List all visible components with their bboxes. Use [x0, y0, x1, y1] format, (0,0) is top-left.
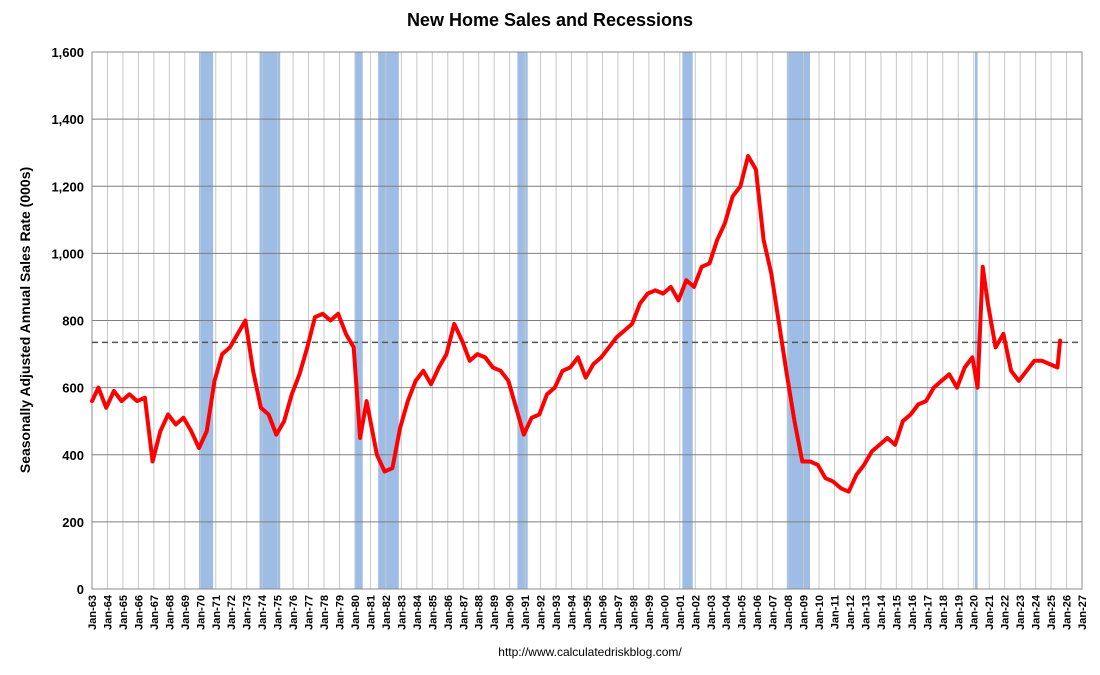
- y-tick-label: 0: [77, 582, 84, 597]
- x-tick-label: Jan-14: [876, 594, 888, 630]
- x-tick-label: Jan-23: [1015, 595, 1027, 630]
- x-tick-label: Jan-19: [953, 595, 965, 630]
- x-tick-label: Jan-21: [984, 595, 996, 630]
- x-tick-label: Jan-84: [412, 594, 424, 630]
- x-tick-label: Jan-16: [907, 595, 919, 630]
- x-tick-label: Jan-18: [938, 595, 950, 630]
- x-tick-label: Jan-85: [427, 595, 439, 630]
- x-tick-label: Jan-77: [304, 595, 316, 630]
- y-axis-ticks: 0 200 400 600 800 1,000 1,200 1,400 1,600: [51, 45, 84, 597]
- y-tick-label: 1,000: [51, 246, 84, 261]
- plot-frame: [91, 51, 1083, 590]
- x-tick-label: Jan-81: [365, 595, 377, 630]
- sales-series-line: [90, 154, 1063, 494]
- x-tick-label: Jan-01: [675, 595, 687, 630]
- x-tick-label: Jan-82: [381, 595, 393, 630]
- x-tick-label: Jan-08: [783, 595, 795, 630]
- x-tick-label: Jan-06: [752, 595, 764, 630]
- x-tick-label: Jan-97: [613, 595, 625, 630]
- x-axis-ticks: Jan-63 Jan-64 Jan-65 Jan-66 Jan-67 Jan-68 Jan-…: [87, 594, 1089, 630]
- x-tick-label: Jan-07: [768, 595, 780, 630]
- x-tick-label: Jan-63: [87, 595, 99, 630]
- grid-lines: [91, 51, 1083, 590]
- chart-title: New Home Sales and Recessions: [407, 10, 693, 30]
- x-tick-label: Jan-75: [273, 595, 285, 630]
- x-tick-label: Jan-78: [319, 595, 331, 630]
- x-tick-label: Jan-93: [551, 595, 563, 630]
- x-tick-label: Jan-99: [644, 595, 656, 630]
- x-tick-label: Jan-22: [1000, 595, 1012, 630]
- x-tick-label: Jan-83: [396, 595, 408, 630]
- x-tick-label: Jan-88: [474, 595, 486, 630]
- x-tick-label: Jan-03: [706, 595, 718, 630]
- y-axis-label: Seasonally Adjusted Annual Sales Rate (0…: [17, 167, 33, 473]
- x-tick-label: Jan-92: [536, 595, 548, 630]
- y-tick-label: 800: [62, 314, 84, 329]
- x-tick-label: Jan-90: [505, 595, 517, 630]
- x-tick-label: Jan-66: [133, 595, 145, 630]
- x-tick-label: Jan-00: [659, 595, 671, 630]
- x-tick-label: Jan-15: [891, 595, 903, 630]
- x-tick-label: Jan-27: [1077, 595, 1089, 630]
- x-tick-label: Jan-91: [520, 595, 532, 630]
- x-tick-label: Jan-76: [288, 595, 300, 630]
- x-tick-label: Jan-95: [582, 595, 594, 630]
- x-tick-label: Jan-11: [830, 595, 842, 629]
- x-tick-label: Jan-87: [458, 595, 470, 630]
- source-url: http://www.calculatedriskblog.com/: [498, 645, 682, 659]
- x-tick-label: Jan-72: [226, 595, 238, 630]
- y-tick-label: 1,600: [51, 45, 84, 60]
- x-tick-label: Jan-09: [799, 595, 811, 630]
- x-tick-label: Jan-71: [211, 595, 223, 630]
- x-tick-label: Jan-79: [335, 595, 347, 630]
- x-tick-label: Jan-25: [1046, 595, 1058, 630]
- x-tick-label: Jan-24: [1031, 594, 1043, 630]
- x-tick-label: Jan-12: [845, 595, 857, 630]
- x-tick-label: Jan-64: [102, 594, 114, 630]
- x-tick-label: Jan-98: [628, 595, 640, 630]
- x-tick-label: Jan-02: [690, 595, 702, 630]
- x-tick-label: Jan-73: [242, 595, 254, 630]
- x-tick-label: Jan-68: [164, 595, 176, 630]
- y-tick-label: 400: [62, 448, 84, 463]
- y-tick-label: 1,400: [51, 112, 84, 127]
- x-tick-label: Jan-80: [350, 595, 362, 630]
- x-tick-label: Jan-04: [721, 594, 733, 630]
- x-tick-label: Jan-20: [969, 595, 981, 630]
- x-tick-label: Jan-89: [489, 595, 501, 630]
- x-tick-label: Jan-96: [597, 595, 609, 630]
- x-tick-label: Jan-67: [149, 595, 161, 630]
- x-tick-label: Jan-69: [180, 595, 192, 630]
- x-tick-label: Jan-70: [195, 595, 207, 630]
- x-tick-label: Jan-10: [814, 595, 826, 630]
- x-tick-label: Jan-17: [922, 595, 934, 630]
- x-tick-label: Jan-13: [860, 595, 872, 630]
- x-tick-label: Jan-65: [118, 595, 130, 630]
- y-tick-label: 1,200: [51, 179, 84, 194]
- y-tick-label: 600: [62, 381, 84, 396]
- x-tick-label: Jan-26: [1062, 595, 1074, 630]
- x-tick-label: Jan-86: [443, 595, 455, 630]
- x-tick-label: Jan-74: [257, 594, 269, 630]
- x-tick-label: Jan-05: [737, 595, 749, 630]
- y-tick-label: 200: [62, 515, 84, 530]
- x-tick-label: Jan-94: [567, 594, 579, 630]
